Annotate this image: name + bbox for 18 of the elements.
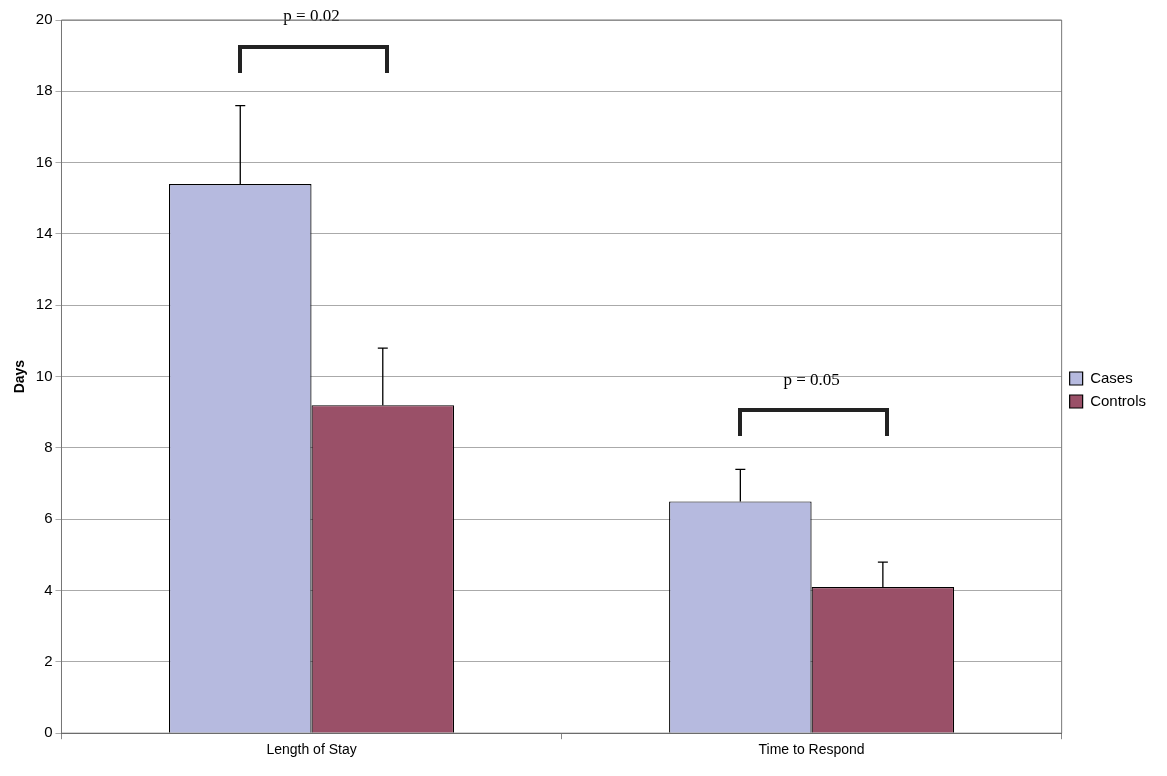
x-tick-label: Length of Stay [266, 741, 357, 758]
y-tick-label: 12 [35, 295, 53, 313]
y-tick-label: 0 [44, 723, 53, 741]
y-tick-label: 14 [35, 224, 53, 242]
annotation: p = 0.05 [783, 369, 840, 389]
y-tick-label: 16 [35, 152, 53, 170]
annotation: p = 0.02 [283, 6, 340, 26]
y-tick-label: 8 [44, 438, 53, 456]
y-axis-title: Days [11, 359, 28, 394]
y-tick-label: 4 [44, 580, 53, 598]
y-tick-label: 20 [35, 10, 53, 28]
legend-label: Cases [1090, 368, 1133, 386]
y-tick-label: 18 [35, 81, 53, 99]
legend-label: Controls [1090, 391, 1146, 409]
x-tick-label: Time to Respond [758, 741, 865, 758]
y-tick-label: 2 [44, 652, 53, 670]
y-tick-label: 10 [35, 366, 53, 384]
y-tick-label: 6 [44, 509, 53, 527]
